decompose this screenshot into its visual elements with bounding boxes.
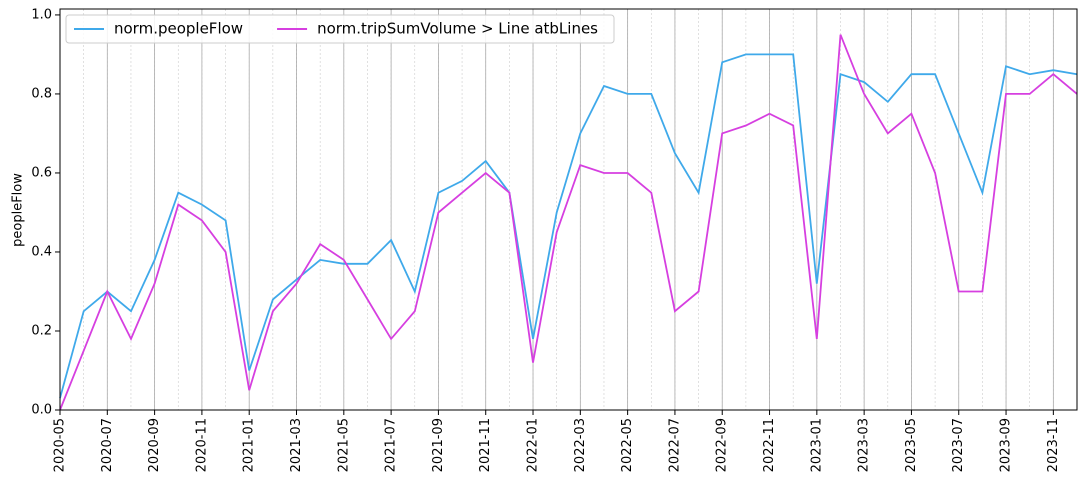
y-tick-label: 1.0	[31, 7, 52, 22]
x-tick-label: 2023-11	[1046, 418, 1061, 472]
legend-label: norm.peopleFlow	[114, 20, 243, 38]
x-tick-label: 2020-09	[147, 418, 162, 472]
y-tick-label: 0.0	[31, 403, 52, 418]
y-tick-label: 0.4	[31, 244, 52, 259]
data-line	[59, 34, 1078, 411]
x-tick-label: 2023-01	[809, 418, 824, 472]
x-tick-label: 2022-05	[620, 418, 635, 472]
data-line	[59, 53, 1078, 399]
x-tick-label: 2023-09	[999, 418, 1014, 472]
x-tick-label: 2021-09	[431, 418, 446, 472]
x-tick-label: 2022-11	[762, 418, 777, 472]
x-tick-label: 2022-07	[667, 418, 682, 472]
x-tick-label: 2021-07	[384, 418, 399, 472]
x-tick-label: 2022-01	[526, 418, 541, 472]
x-tick-label: 2020-07	[100, 418, 115, 472]
x-tick-label: 2021-01	[242, 418, 257, 472]
y-tick-label: 0.8	[31, 86, 52, 101]
y-tick-label: 0.6	[31, 165, 52, 180]
legend: norm.peopleFlow norm.tripSumVolume > Line…	[65, 14, 615, 44]
x-tick-label: 2023-05	[904, 418, 919, 472]
x-tick-label: 2020-05	[53, 418, 68, 472]
y-axis-label: peopleFlow	[11, 173, 26, 247]
legend-label: norm.tripSumVolume > Line atbLines	[317, 20, 598, 38]
x-tick-label: 2021-03	[289, 418, 304, 472]
x-tick-label: 2021-11	[478, 418, 493, 472]
x-tick-label: 2021-05	[336, 418, 351, 472]
x-tick-label: 2020-11	[194, 418, 209, 472]
legend-box	[65, 14, 615, 44]
x-tick-label: 2023-07	[951, 418, 966, 472]
x-tick-label: 2022-03	[573, 418, 588, 472]
x-tick-label: 2023-03	[857, 418, 872, 472]
plot-frame	[59, 8, 1078, 411]
x-tick-label: 2022-09	[715, 418, 730, 472]
y-tick-label: 0.2	[31, 323, 52, 338]
